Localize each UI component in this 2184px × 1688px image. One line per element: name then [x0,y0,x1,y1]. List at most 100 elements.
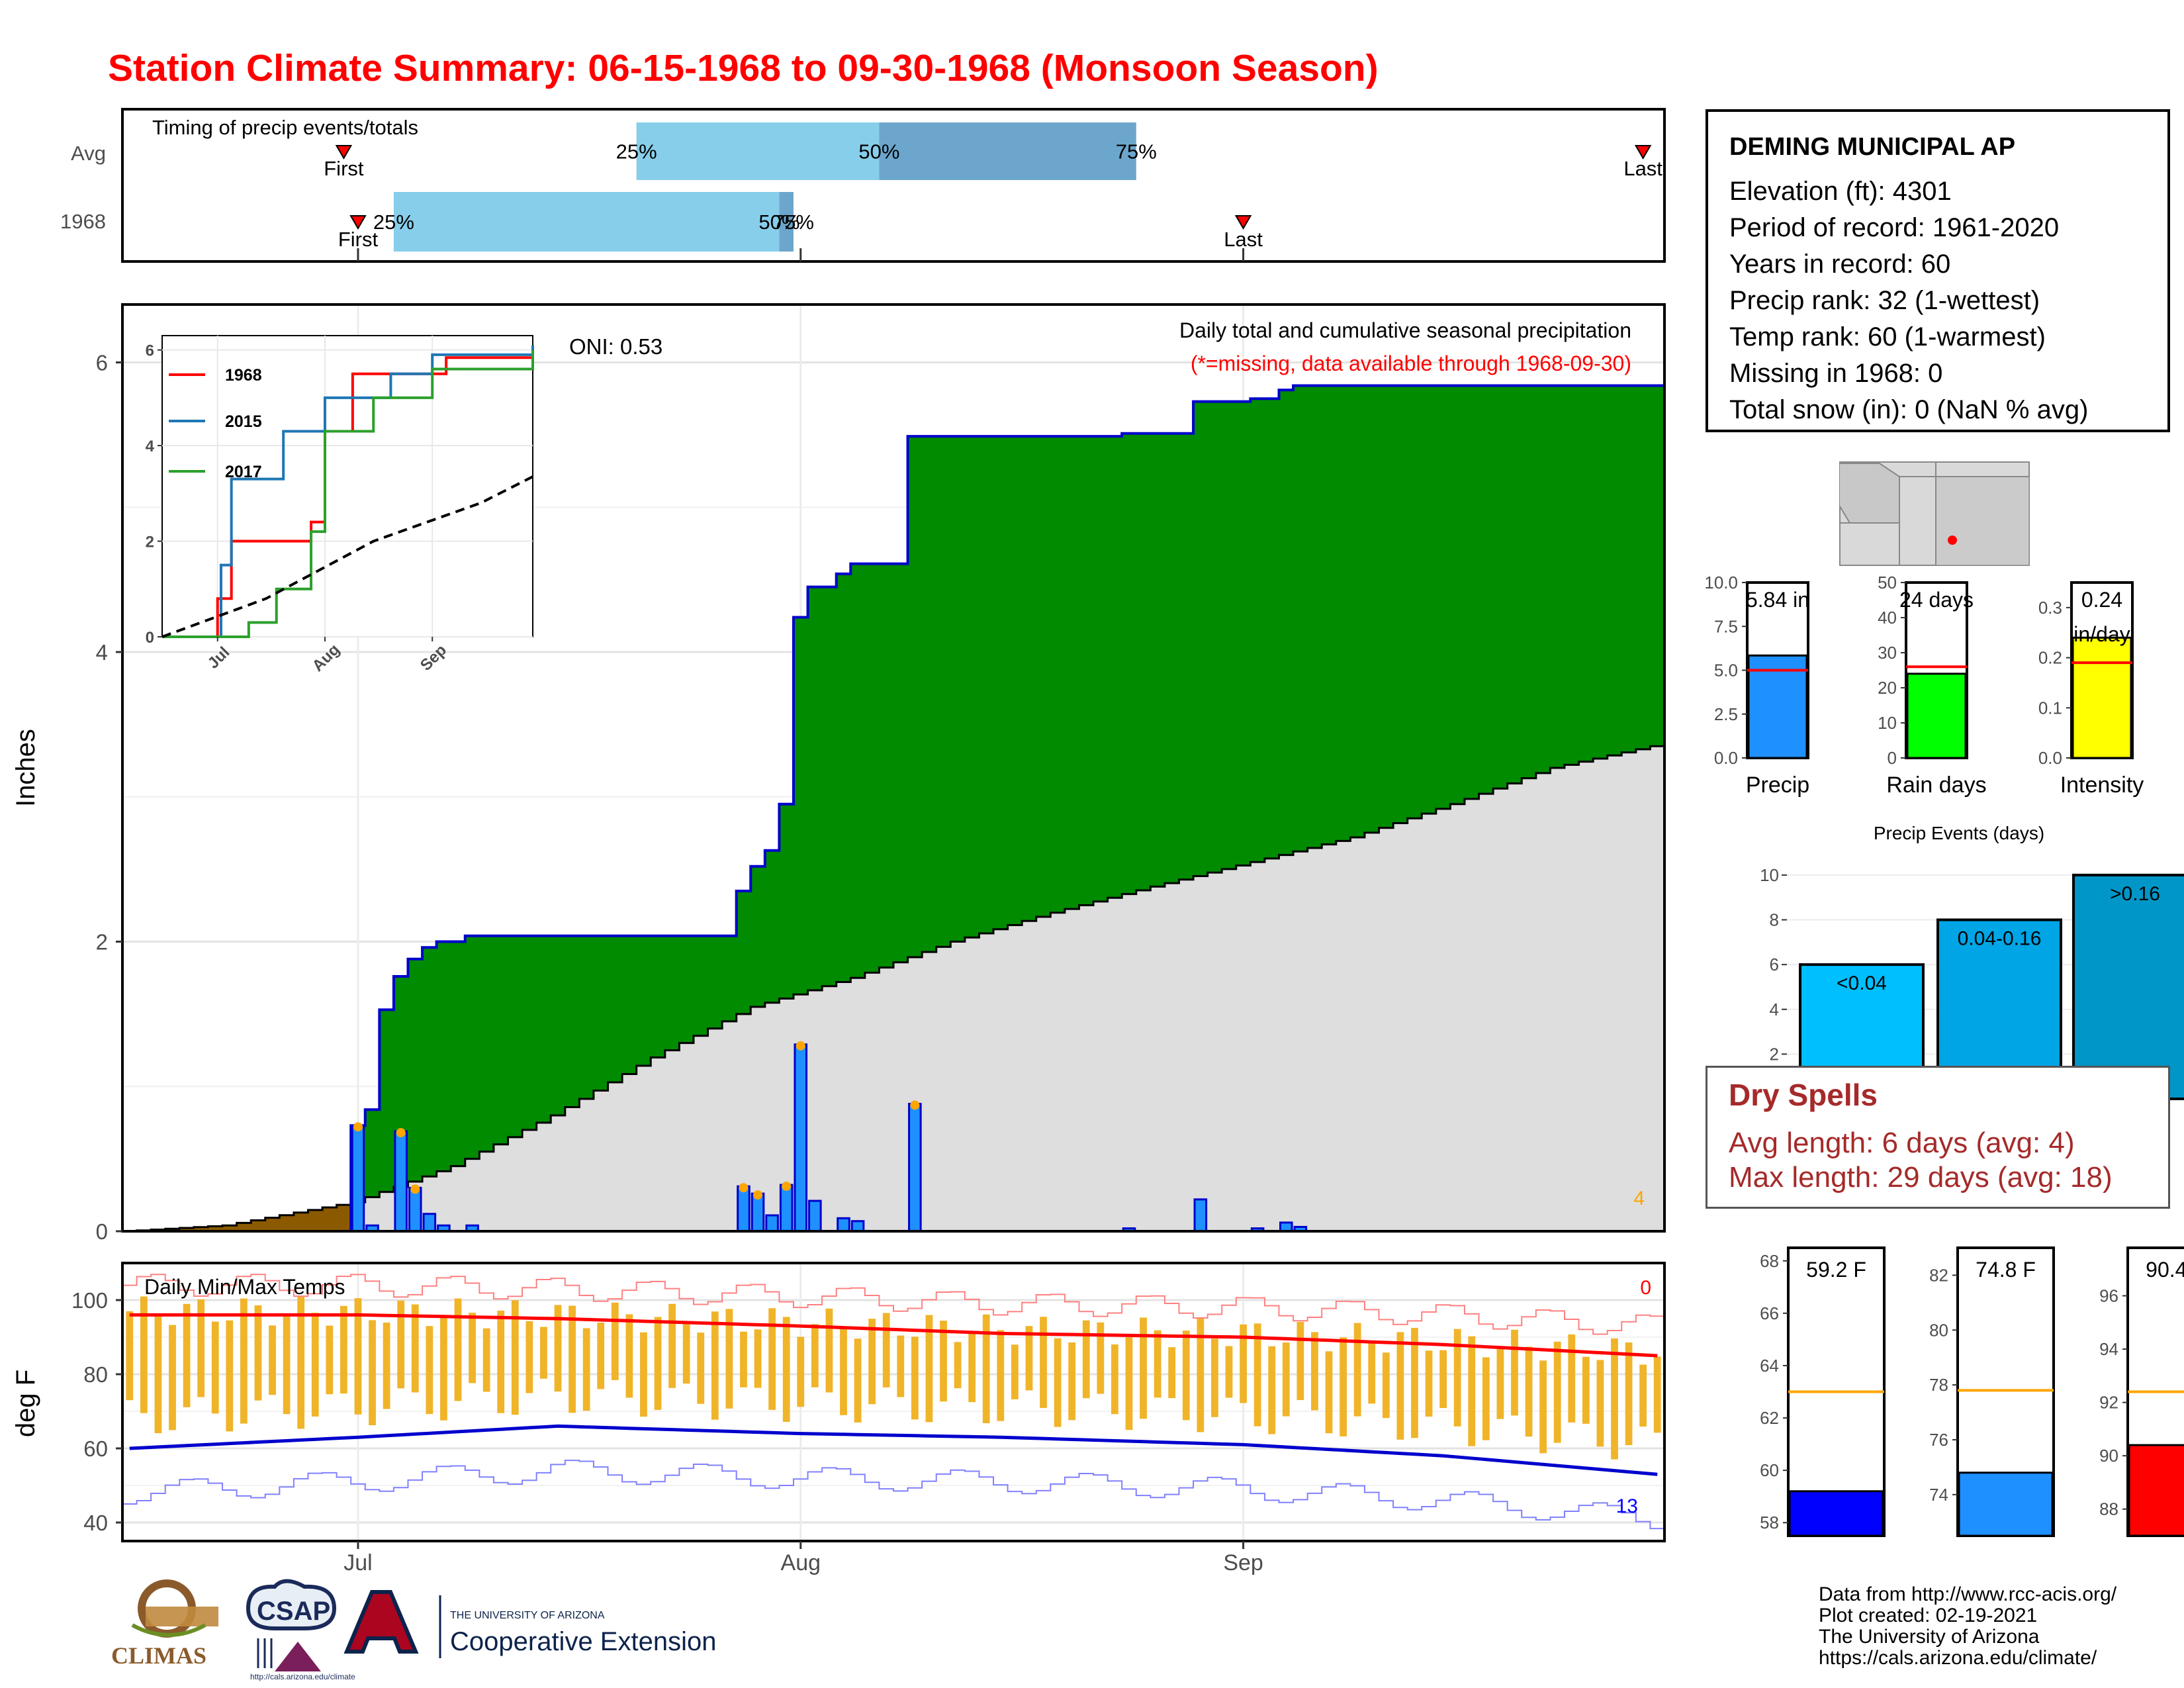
daily-temp-range-bar [1396,1332,1404,1440]
daily-temp-range-bar [911,1336,919,1420]
mini-bar-tick-label: 50 [1878,573,1897,592]
mini-bar-tick-label: 0.0 [1714,748,1738,768]
heavy-precip-marker [739,1183,749,1193]
footer-data-source: Data from http://www.rcc-acis.org/ [1819,1583,2117,1605]
daily-temp-range-bar [1268,1346,1276,1434]
daily-temp-range-bar [569,1305,576,1413]
daily-temp-range-bar [497,1310,505,1413]
timing-bar-50-75-avg [879,122,1136,180]
mini-bar-tick-label: 30 [1878,643,1897,663]
temp-bar-tick-label: 78 [1929,1375,1948,1395]
daily-temp-range-bar [1453,1329,1461,1427]
daily-temp-range-bar [1011,1344,1019,1399]
timing-pct-label-1968: 50% [758,211,799,234]
events-bar-label-1: 0.04-0.16 [1958,928,2042,950]
daily-temp-range-bar [954,1342,962,1389]
climas-logo-text: CLIMAS [111,1642,206,1669]
csap-logo-text: CSAP [257,1597,330,1626]
daily-precip-bar [351,1124,365,1233]
temp-count-bottom: 13 [1616,1495,1638,1517]
daily-temp-range-bar [682,1323,690,1384]
daily-temp-range-bar [925,1315,933,1423]
daily-temp-range-bar [1311,1332,1318,1411]
footer-url: https://cals.arizona.edu/climate/ [1819,1647,2097,1669]
daily-temp-range-bar [311,1313,319,1417]
station-info-box: DEMING MUNICIPAL AP Elevation (ft): 4301… [1706,109,2170,432]
mini-bar-tick-label: 0.1 [2038,698,2062,718]
map-state-west [1839,463,1900,524]
station-precip-rank: Precip rank: 32 (1-wettest) [1729,286,2040,315]
inset-y-tick-label: 6 [146,342,154,360]
footer-plot-created: Plot created: 02-19-2021 [1819,1605,2038,1626]
oni-label: ONI: 0.53 [569,334,662,359]
daily-temp-range-bar [825,1308,833,1393]
inset-frame [161,335,533,637]
x-axis-tick-label: Sep [1223,1550,1263,1575]
daily-temp-range-bar [154,1315,162,1434]
daily-temp-range-bar [868,1319,876,1405]
daily-temp-range-bar [1225,1346,1233,1398]
university-arizona-logo: THE UNIVERSITY OF ARIZONA Cooperative Ex… [343,1590,716,1658]
temp-bar-tick-label: 66 [1760,1303,1779,1323]
inset-legend: 1968 2015 2017 [169,366,262,481]
daily-temp-range-bar [1253,1323,1261,1427]
daily-temp-range-bar [597,1323,605,1389]
daily-precip-bar [408,1186,422,1233]
dry-spells-max-length: Max length: 29 days (avg: 18) [1729,1161,2113,1194]
x-axis-tick-label: Jul [343,1550,372,1575]
daily-temp-range-bar [183,1303,191,1407]
temp-y-tick-label: 40 [83,1511,108,1535]
map-border-south [1840,522,1900,565]
station-name: DEMING MUNICIPAL AP [1729,133,2016,161]
timing-pct-label-1968: 25% [373,211,414,234]
events-bar-label-0: <0.04 [1837,972,1887,994]
daily-temp-range-bar [1340,1337,1347,1436]
temp-count-top: 0 [1640,1277,1651,1299]
temp-bar-0 [1788,1490,1884,1537]
daily-temp-range-bar [1353,1323,1361,1417]
events-y-tick-label: 8 [1770,910,1779,930]
temp-bar-tick-label: 68 [1760,1251,1779,1271]
events-bar-label-2: >0.16 [2110,883,2160,905]
daily-temp-range-bar [1596,1360,1604,1447]
station-period: Period of record: 1961-2020 [1729,213,2060,242]
events-y-tick-label: 2 [1770,1044,1779,1064]
daily-temp-range-bar [240,1298,248,1424]
timing-first-marker-1968 [349,215,367,230]
temp-bar-tick-label: 64 [1760,1356,1779,1376]
temp-bar-tick-label: 88 [2099,1499,2118,1519]
mini-bar-label-0: Precip [1746,773,1809,798]
daily-temp-range-bar [1625,1342,1633,1446]
precip-panel: 0 2 4 6 Inches ONI: 0.53 Daily total and cu… [11,303,1666,1244]
daily-precip-bar [808,1199,822,1233]
temp-bar-2 [2128,1444,2184,1537]
daily-temp-range-bar [1140,1317,1147,1419]
temp-bar-tick-label: 58 [1760,1513,1779,1532]
mini-bar-tick-label: 0.0 [2038,748,2062,768]
daily-temp-range-bar [1025,1326,1033,1391]
daily-temp-range-bar [1525,1346,1533,1437]
heavy-precip-marker [353,1122,363,1132]
temp-y-tick-label: 100 [71,1288,108,1313]
mini-bar-label-2: Intensity [2060,773,2144,798]
mini-bar-value-0: 5.84 in [1746,588,1809,612]
temp-bar-tick-label: 76 [1929,1430,1948,1450]
daily-temp-range-bar [882,1313,890,1387]
record-min-line [122,1460,1664,1530]
daily-temp-range-bar [940,1321,947,1402]
temp-bar-tick-label: 96 [2099,1286,2118,1306]
daily-temp-range-bar [968,1332,976,1403]
daily-temp-range-bar [897,1335,905,1397]
inset-legend-1968: 1968 [225,366,262,385]
daily-temp-range-bar [1082,1320,1090,1399]
temp-bar-label-2: T-max [2144,1548,2184,1549]
daily-temp-range-bar [554,1305,562,1392]
temp-bar-tick-label: 94 [2099,1339,2118,1359]
daily-temp-range-bar [354,1298,362,1415]
inset-y-tick-label: 2 [146,534,154,551]
inset-series-2015 [162,345,534,638]
temp-bar-value-0: 59.2 F [1806,1258,1866,1282]
daily-temp-range-bar [1425,1350,1433,1417]
temp-bar-1 [1958,1472,2054,1537]
